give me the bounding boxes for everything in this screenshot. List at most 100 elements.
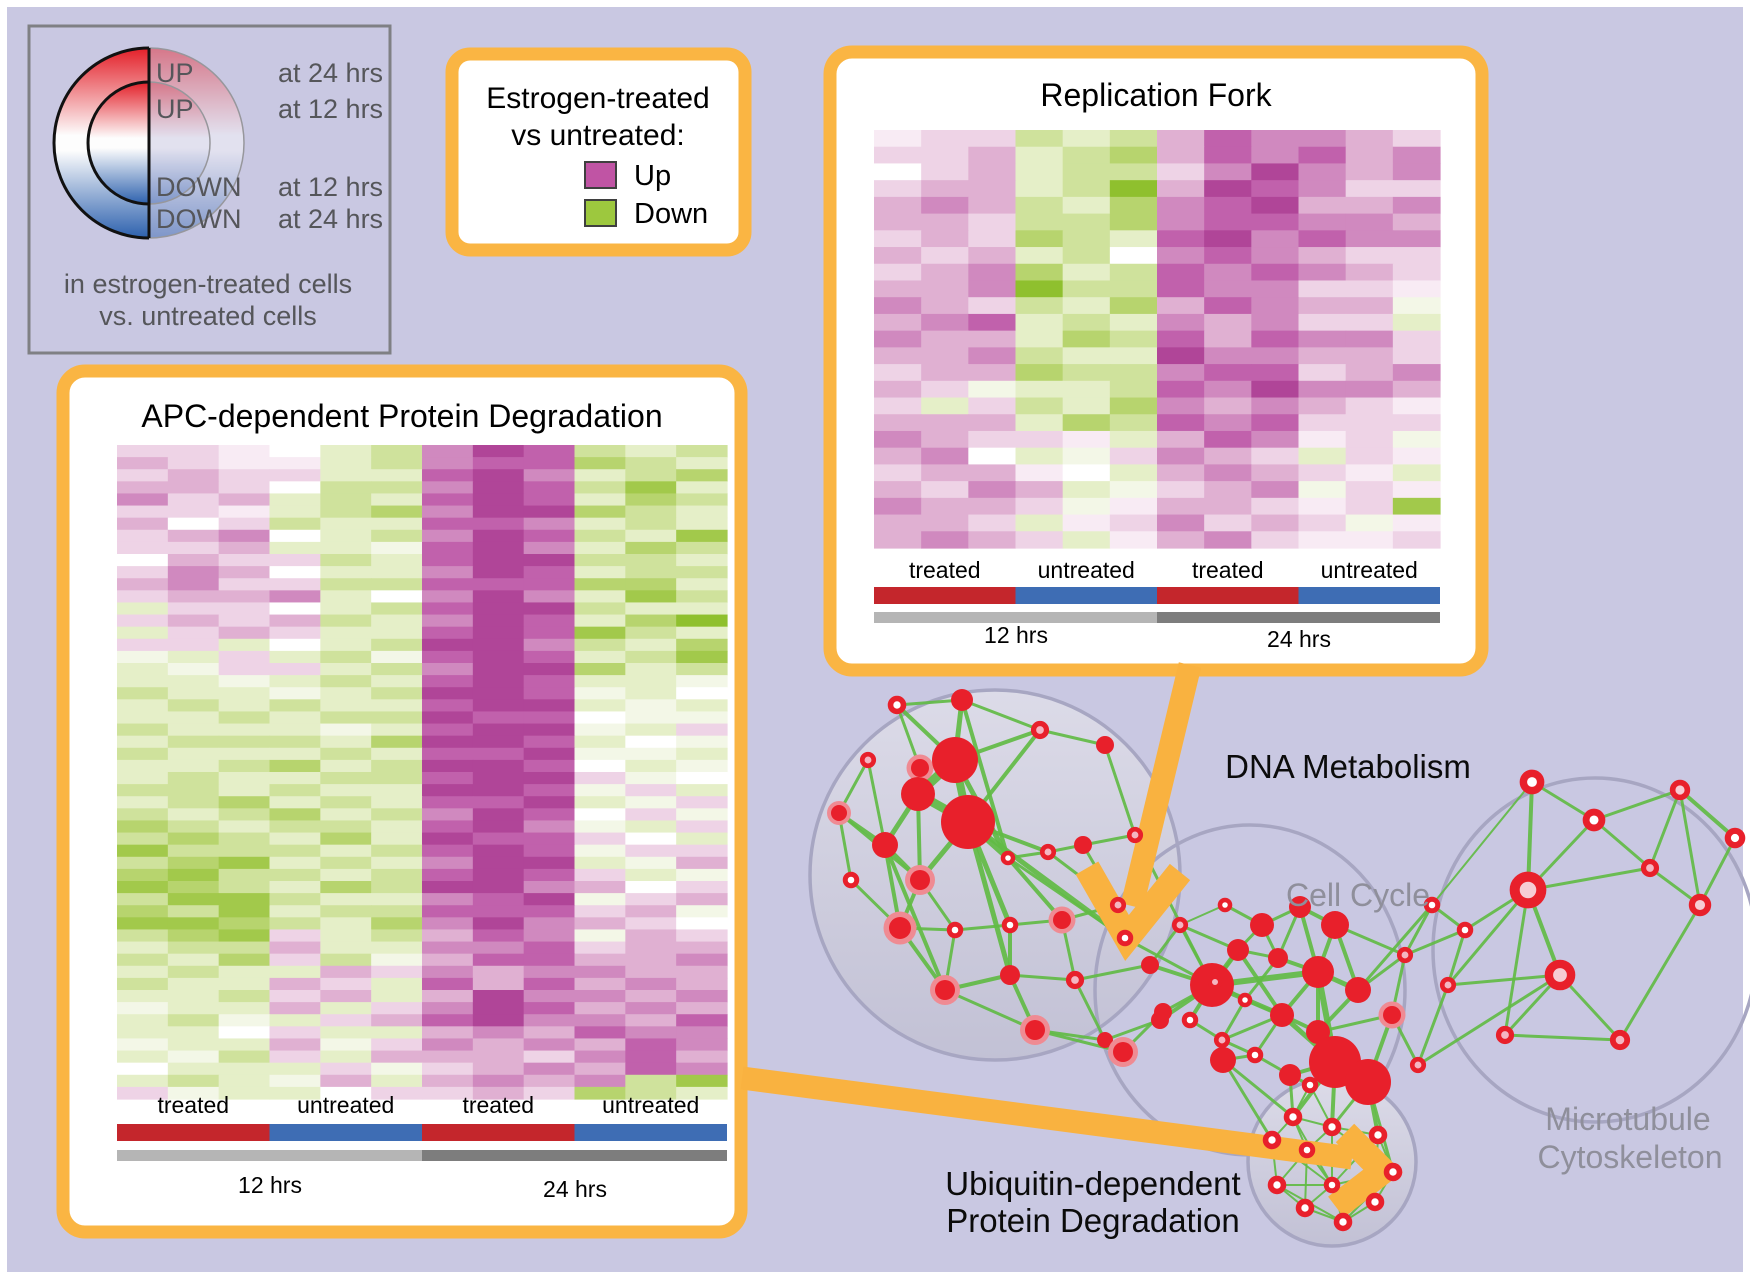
heatmap-cell bbox=[218, 759, 271, 773]
heatmap-cell bbox=[676, 1038, 728, 1052]
bar-12hrs bbox=[874, 612, 1157, 623]
heatmap-cell bbox=[874, 230, 922, 248]
heatmap-cell bbox=[167, 675, 220, 688]
heatmap-cell bbox=[218, 663, 271, 676]
heatmap-cell bbox=[1015, 447, 1064, 465]
heatmap-cell bbox=[218, 505, 271, 519]
network-node bbox=[1096, 736, 1114, 754]
network-edge bbox=[1033, 1028, 1125, 1054]
network-node bbox=[1116, 929, 1134, 947]
heatmap-cell bbox=[676, 626, 728, 640]
heatmap-cell bbox=[422, 457, 474, 470]
heatmap-cell bbox=[218, 626, 271, 640]
heatmap-cell bbox=[523, 554, 576, 567]
heatmap-cell bbox=[1062, 514, 1111, 532]
network-node bbox=[1065, 970, 1085, 990]
heatmap-cell bbox=[625, 735, 677, 749]
heatmap-cell bbox=[320, 663, 372, 676]
up-12-word: UP bbox=[156, 94, 194, 124]
heatmap-cell bbox=[218, 687, 271, 700]
heatmap-cell bbox=[117, 445, 169, 458]
group-label: untreated bbox=[1038, 557, 1135, 583]
heatmap-cell bbox=[422, 711, 474, 725]
heatmap-cell bbox=[1392, 481, 1441, 499]
heatmap-cell bbox=[218, 808, 271, 822]
heatmap-cell bbox=[472, 614, 525, 628]
heatmap-cell bbox=[968, 146, 1017, 165]
heatmap-cell bbox=[320, 953, 372, 967]
heatmap-cell bbox=[921, 180, 969, 198]
heatmap-cell bbox=[218, 747, 271, 761]
heatmap-cell bbox=[921, 380, 969, 399]
heatmap-cell bbox=[625, 881, 677, 894]
heatmap-cell bbox=[1298, 313, 1347, 332]
heatmap-cell bbox=[676, 856, 728, 870]
heatmap-cell bbox=[676, 481, 728, 495]
heatmap-cell bbox=[472, 905, 525, 918]
heatmap-cell bbox=[1345, 380, 1394, 399]
ubiquitin-label-line2: Protein Degradation bbox=[946, 1202, 1240, 1239]
network-node bbox=[941, 795, 995, 849]
heatmap-cell bbox=[422, 602, 474, 616]
heatmap-cell bbox=[574, 1002, 626, 1015]
heatmap-cell bbox=[371, 517, 423, 531]
heatmap-cell bbox=[676, 687, 728, 700]
network-node bbox=[901, 777, 935, 811]
apc-panel: APC-dependent Protein Degradation treate… bbox=[56, 364, 748, 1239]
heatmap-cell bbox=[1109, 146, 1158, 165]
heatmap-cell bbox=[422, 990, 474, 1003]
heatmap-cell bbox=[320, 626, 372, 640]
heatmap-cell bbox=[574, 554, 626, 567]
heatmap-cell bbox=[320, 808, 372, 822]
heatmap-cell bbox=[523, 929, 576, 943]
heatmap-cell bbox=[269, 808, 321, 822]
heatmap-cell bbox=[422, 772, 474, 785]
heatmap-cell bbox=[676, 1026, 728, 1040]
ring-inner-left-arc bbox=[86, 80, 150, 206]
heatmap-cell bbox=[968, 297, 1017, 315]
heatmap-cell bbox=[1157, 430, 1205, 449]
heatmap-cell bbox=[1109, 180, 1158, 198]
heatmap-cell bbox=[1392, 414, 1441, 432]
heatmap-cell bbox=[1251, 280, 1300, 298]
heatmap-cell bbox=[874, 213, 922, 231]
heatmap-cell bbox=[625, 711, 677, 725]
heatmap-cell bbox=[676, 566, 728, 579]
heatmap-cell bbox=[625, 977, 677, 991]
heatmap-cell bbox=[422, 844, 474, 858]
heatmap-cell bbox=[1345, 497, 1394, 516]
heatmap-cell bbox=[117, 832, 169, 846]
heatmap-cell bbox=[371, 796, 423, 809]
heatmap-cell bbox=[422, 953, 474, 967]
network-node bbox=[1113, 1042, 1133, 1062]
network-node bbox=[859, 751, 877, 769]
heatmap-cell bbox=[574, 1026, 626, 1040]
heatmap-cell bbox=[523, 481, 576, 495]
down-12-time: at 12 hrs bbox=[278, 172, 383, 202]
heatmap-cell bbox=[1015, 213, 1064, 231]
heatmap-cell bbox=[1109, 364, 1158, 382]
heatmap-cell bbox=[1204, 330, 1252, 348]
group-label: treated bbox=[157, 1092, 229, 1118]
heatmap-cell bbox=[422, 965, 474, 979]
heatmap-cell bbox=[1392, 213, 1441, 231]
heatmap-cell bbox=[921, 313, 969, 332]
heatmap-cell bbox=[574, 626, 626, 640]
heatmap-cell bbox=[320, 566, 372, 579]
ring-caption-line1: in estrogen-treated cells bbox=[64, 269, 352, 299]
heatmap-cell bbox=[1062, 180, 1111, 198]
heatmap-cell bbox=[371, 505, 423, 519]
untreated-bar bbox=[1298, 587, 1440, 604]
heatmap-cell bbox=[371, 929, 423, 943]
network-node bbox=[1409, 1056, 1427, 1074]
heatmap-cell bbox=[574, 541, 626, 555]
heatmap-cell bbox=[472, 481, 525, 495]
heatmap-cell bbox=[1157, 330, 1205, 348]
heatmap-cell bbox=[1204, 430, 1252, 449]
network-edge bbox=[1221, 1058, 1295, 1119]
heatmap-cell bbox=[1345, 514, 1394, 532]
ring-legend-box bbox=[27, 24, 392, 355]
heatmap-cell bbox=[676, 529, 728, 543]
heatmap-cell bbox=[269, 1014, 321, 1027]
heatmap-cell bbox=[676, 881, 728, 894]
